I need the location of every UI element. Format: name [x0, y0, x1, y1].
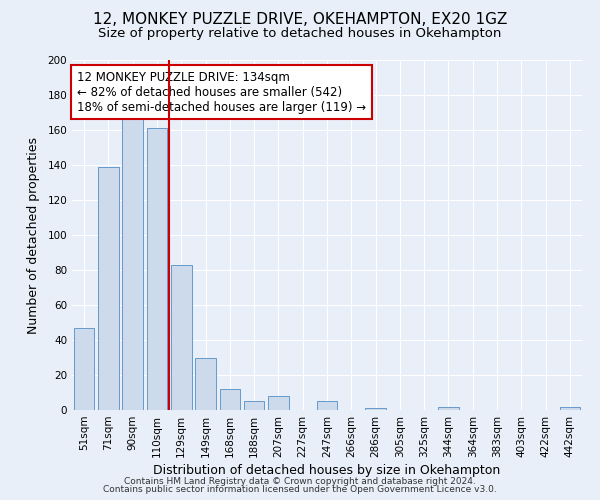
Bar: [317, 401, 337, 410]
Bar: [560, 406, 580, 410]
Text: 12, MONKEY PUZZLE DRIVE, OKEHAMPTON, EX20 1GZ: 12, MONKEY PUZZLE DRIVE, OKEHAMPTON, EX2…: [93, 12, 507, 28]
Bar: [365, 408, 386, 410]
Bar: [122, 118, 143, 410]
Bar: [98, 167, 119, 410]
Bar: [195, 358, 216, 410]
Bar: [268, 396, 289, 410]
Bar: [74, 328, 94, 410]
Bar: [171, 265, 191, 410]
Text: Size of property relative to detached houses in Okehampton: Size of property relative to detached ho…: [98, 28, 502, 40]
Y-axis label: Number of detached properties: Number of detached properties: [28, 136, 40, 334]
X-axis label: Distribution of detached houses by size in Okehampton: Distribution of detached houses by size …: [154, 464, 500, 477]
Bar: [146, 128, 167, 410]
Bar: [244, 401, 265, 410]
Bar: [438, 406, 459, 410]
Bar: [220, 389, 240, 410]
Text: Contains public sector information licensed under the Open Government Licence v3: Contains public sector information licen…: [103, 485, 497, 494]
Text: 12 MONKEY PUZZLE DRIVE: 134sqm
← 82% of detached houses are smaller (542)
18% of: 12 MONKEY PUZZLE DRIVE: 134sqm ← 82% of …: [77, 70, 366, 114]
Text: Contains HM Land Registry data © Crown copyright and database right 2024.: Contains HM Land Registry data © Crown c…: [124, 477, 476, 486]
